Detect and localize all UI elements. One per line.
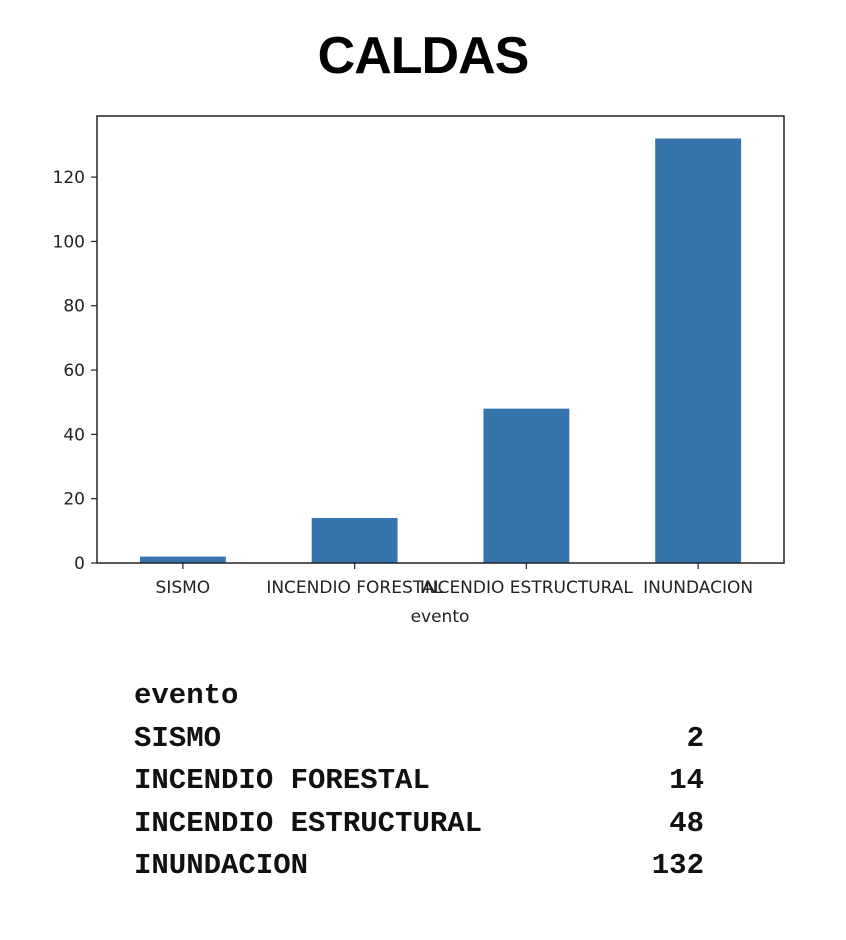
y-tick-label: 60	[63, 361, 85, 381]
bar-2	[483, 408, 570, 563]
table-header: evento	[134, 679, 239, 712]
table-row: INCENDIO ESTRUCTURAL 48	[134, 803, 704, 846]
row-label: INCENDIO ESTRUCTURAL	[134, 806, 483, 840]
row-value: 2	[686, 721, 704, 755]
y-tick-label: 100	[53, 232, 85, 252]
row-value: 132	[651, 849, 704, 882]
x-tick-label: INCENDIO FORESTAL	[266, 578, 443, 598]
row-label: INUNDACION	[134, 849, 309, 882]
y-tick-label: 20	[63, 490, 85, 510]
x-tick-label: INUNDACION	[643, 578, 753, 598]
y-tick-label: 0	[74, 554, 85, 574]
chart-title: CALDAS	[317, 27, 530, 85]
row-value: 14	[669, 764, 704, 797]
table-row: INUNDACION 132	[134, 845, 704, 888]
page-bottom	[0, 896, 846, 940]
y-tick-label: 120	[53, 168, 85, 188]
x-axis-label: evento	[411, 607, 470, 627]
table-row: INCENDIO FORESTAL 14	[134, 760, 704, 803]
bar-3	[655, 138, 742, 563]
row-value: 48	[669, 806, 704, 840]
row-label: SISMO	[134, 721, 222, 755]
x-tick-label: SISMO	[156, 578, 211, 598]
table-header-row: evento	[134, 675, 704, 718]
bar-0	[139, 556, 226, 563]
y-tick-label: 80	[63, 297, 85, 317]
y-tick-label: 40	[63, 425, 85, 445]
row-label: INCENDIO FORESTAL	[134, 764, 430, 797]
plot-frame	[96, 115, 785, 564]
table-row: SISMO 2	[134, 718, 704, 761]
bar-1	[311, 517, 398, 563]
x-tick-label: INCENDIO ESTRUCTURAL	[420, 578, 634, 598]
value-counts-table: evento SISMO 2 INCENDIO FORESTAL 14 INCENDIO…	[134, 675, 704, 888]
